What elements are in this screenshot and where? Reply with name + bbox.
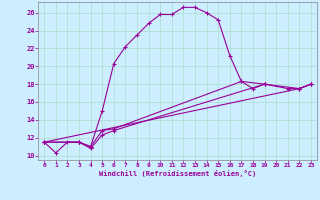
- X-axis label: Windchill (Refroidissement éolien,°C): Windchill (Refroidissement éolien,°C): [99, 170, 256, 177]
